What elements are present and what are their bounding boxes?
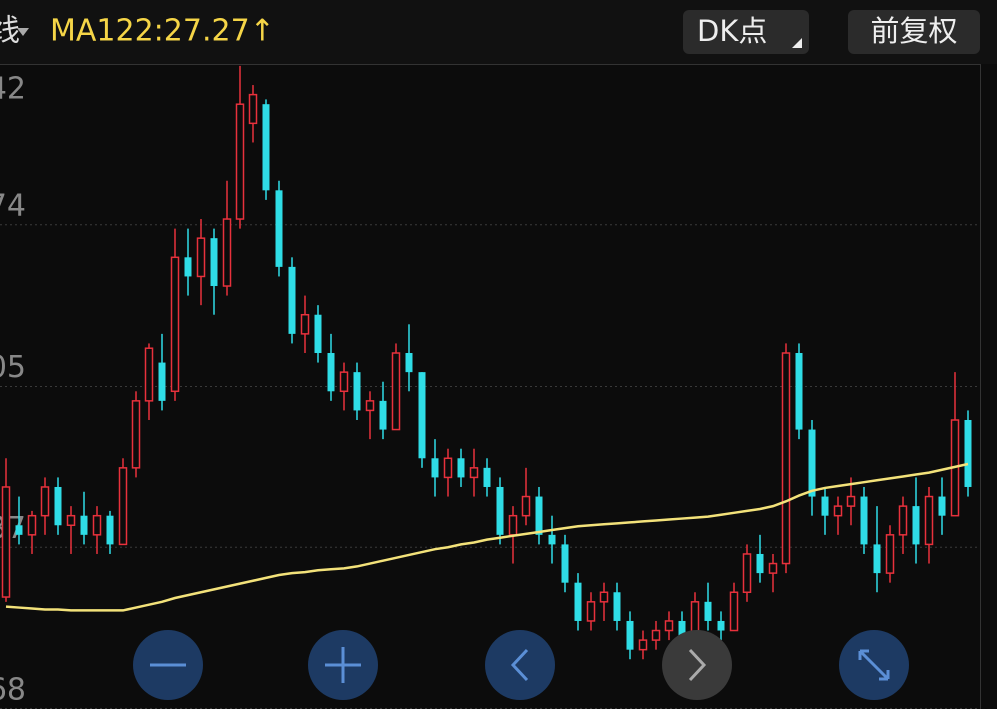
ma-line	[5, 462, 969, 612]
plus-icon	[325, 647, 361, 683]
candle-body	[158, 362, 166, 401]
candle-body	[964, 419, 972, 487]
candle-body	[833, 505, 843, 517]
candle-body	[66, 514, 76, 527]
candle-body	[846, 495, 856, 507]
dk-button[interactable]: DK点	[697, 14, 767, 48]
candle-body	[599, 591, 609, 603]
candle-body	[144, 347, 154, 402]
candle-body	[443, 457, 453, 479]
next-button[interactable]	[662, 630, 732, 700]
top-bar	[0, 0, 997, 64]
candle-body	[391, 352, 401, 431]
candle-body	[508, 514, 518, 536]
dropdown-icon	[17, 28, 29, 36]
candle-body	[222, 218, 232, 287]
candle-body	[248, 93, 258, 125]
prev-button[interactable]	[485, 630, 555, 700]
candle-body	[92, 514, 102, 536]
candle-body	[27, 514, 37, 536]
candle-body	[405, 353, 413, 373]
candle-body	[483, 467, 491, 487]
right-icon	[688, 648, 707, 682]
marks	[1, 65, 972, 660]
candle-body	[821, 496, 829, 516]
candle-body	[1, 486, 11, 598]
candle-body	[924, 495, 934, 546]
candle-body	[885, 534, 895, 574]
controls	[133, 630, 909, 700]
candle-body	[54, 486, 62, 526]
adjust-button-bg[interactable]	[848, 10, 980, 54]
candle-body	[808, 429, 816, 497]
candle-body	[873, 544, 881, 574]
dk-corner	[792, 38, 802, 48]
candle-body	[768, 562, 778, 574]
candle-body	[431, 458, 439, 478]
candle-body	[118, 467, 128, 546]
candle-body	[314, 314, 322, 354]
candle-body	[275, 190, 283, 267]
y-tick-label: 29.74	[0, 188, 26, 223]
candle-body	[938, 496, 946, 516]
candle-body	[262, 104, 270, 191]
candle-body	[235, 103, 245, 220]
candle-body	[613, 592, 621, 621]
candle-body	[638, 639, 648, 651]
y-tick-label: 24.68	[0, 673, 26, 708]
candle-body	[729, 591, 739, 632]
candle-body	[756, 553, 764, 574]
dk-button-bg[interactable]	[683, 10, 809, 54]
ma-label: MA122:27.27↑	[50, 14, 275, 49]
candle-body	[586, 601, 596, 622]
candle-body	[781, 352, 791, 565]
candle-body	[742, 553, 752, 593]
candle-body	[353, 372, 361, 411]
candle-body	[469, 467, 479, 479]
candle-body	[210, 238, 218, 287]
candle-body	[860, 496, 868, 545]
candle-body	[496, 486, 504, 535]
candle-body	[365, 400, 375, 412]
y-tick-label: 31.42	[0, 72, 26, 107]
candle-body	[80, 515, 88, 535]
candle-body	[651, 629, 661, 641]
candle-body	[457, 458, 465, 478]
candle-body	[521, 495, 531, 517]
candle-body	[15, 525, 23, 535]
candle-body	[418, 372, 426, 459]
candle-body	[912, 506, 920, 545]
candle-body	[131, 400, 141, 469]
candle-body	[339, 371, 349, 393]
y-tick-label: 28.05	[0, 350, 26, 385]
candle-body	[106, 515, 114, 545]
candle-body	[795, 353, 803, 430]
candle-body	[561, 544, 569, 583]
left-icon	[510, 648, 529, 682]
candle-body	[40, 486, 50, 517]
candle-body	[184, 257, 192, 277]
expand-icon	[858, 649, 890, 681]
candle-body	[288, 266, 296, 334]
candle-body	[664, 620, 674, 632]
candle-body	[196, 237, 206, 278]
candle-body	[327, 353, 335, 392]
candle-body	[574, 582, 582, 621]
candle-body	[717, 620, 725, 631]
candle-body	[300, 313, 310, 335]
candle-body	[170, 256, 180, 393]
candle-body	[626, 620, 634, 650]
candle-body	[548, 534, 556, 545]
candle-body	[535, 496, 543, 535]
candle-body	[704, 601, 712, 621]
period-label[interactable]: 线	[0, 14, 20, 49]
candle-body	[379, 400, 387, 430]
candle-body	[898, 505, 908, 536]
adjust-button[interactable]: 前复权	[870, 14, 957, 48]
candle-body	[678, 620, 686, 641]
